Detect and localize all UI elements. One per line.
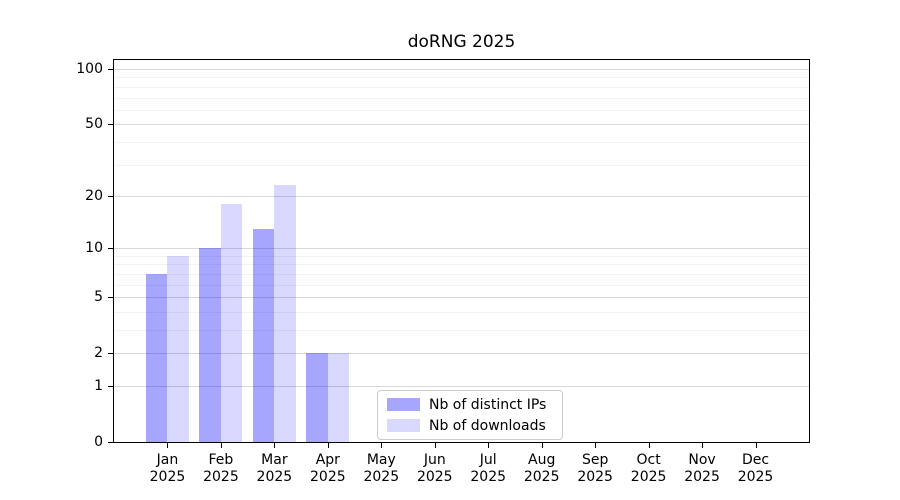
bar-feb-downloads — [220, 204, 243, 442]
y-tick-mark-5 — [108, 297, 113, 299]
x-tick-label-oct: Oct — [636, 452, 661, 468]
x-tick-year-nov: 2025 — [684, 469, 720, 485]
gridline-1 — [114, 385, 809, 387]
gridline-5 — [114, 297, 809, 299]
gridline-minor-60 — [114, 109, 809, 111]
x-tick-year-dec: 2025 — [737, 469, 774, 485]
legend-item-distinct-ips: Nb of distinct IPs — [387, 397, 553, 413]
y-tick-mark-2 — [108, 353, 113, 355]
x-tick-mark-jul — [488, 443, 490, 448]
x-tick-year-may: 2025 — [363, 469, 400, 485]
bar-mar-distinct-ips — [252, 228, 275, 442]
gridline-minor-70 — [114, 97, 809, 99]
gridline-minor-80 — [114, 86, 809, 88]
x-tick-year-jul: 2025 — [470, 469, 507, 485]
x-tick-label-jul: Jul — [479, 452, 497, 468]
x-tick-mark-sep — [595, 443, 597, 448]
x-tick-mark-may — [381, 443, 383, 448]
y-tick-label-100: 100 — [76, 61, 103, 78]
x-tick-label-apr: Apr — [315, 452, 340, 468]
x-tick-label-mar: Mar — [261, 452, 288, 468]
bar-jan-downloads — [167, 255, 189, 442]
legend-item-downloads: Nb of downloads — [387, 418, 553, 434]
chart-title: doRNG 2025 — [407, 32, 516, 52]
x-tick-label-nov: Nov — [688, 452, 716, 468]
gridline-minor-8 — [114, 264, 809, 266]
x-tick-mark-mar — [274, 443, 276, 448]
x-tick-label-jan: Jan — [156, 452, 179, 468]
y-tick-mark-20 — [108, 195, 113, 197]
gridline-20 — [114, 195, 809, 197]
x-tick-year-mar: 2025 — [256, 469, 293, 485]
bar-feb-distinct-ips — [199, 248, 221, 442]
x-tick-year-feb: 2025 — [203, 469, 239, 485]
bar-jan-distinct-ips — [145, 273, 168, 442]
x-tick-year-aug: 2025 — [523, 469, 560, 485]
y-tick-mark-10 — [108, 248, 113, 250]
gridline-minor-6 — [114, 284, 809, 286]
x-tick-year-apr: 2025 — [310, 469, 346, 485]
x-tick-label-aug: Aug — [528, 452, 556, 468]
gridline-minor-3 — [114, 329, 809, 331]
plot-area: Nb of distinct IPs Nb of downloads — [113, 59, 810, 443]
legend-label-downloads: Nb of downloads — [429, 417, 546, 434]
gridline-10 — [114, 248, 809, 250]
gridline-100 — [114, 69, 809, 71]
x-tick-year-sep: 2025 — [577, 469, 613, 485]
y-tick-label-5: 5 — [94, 289, 103, 306]
x-tick-label-jun: Jun — [423, 452, 446, 468]
bar-apr-distinct-ips — [306, 353, 328, 442]
x-tick-mark-aug — [541, 443, 543, 448]
gridline-50 — [114, 124, 809, 126]
x-tick-mark-jan — [167, 443, 169, 448]
y-tick-mark-100 — [108, 69, 113, 71]
legend-swatch-downloads — [387, 419, 420, 432]
gridline-2 — [114, 353, 809, 355]
y-tick-label-1: 1 — [94, 377, 103, 394]
bar-apr-downloads — [327, 353, 350, 442]
y-tick-mark-50 — [108, 124, 113, 126]
legend-label-distinct-ips: Nb of distinct IPs — [429, 396, 547, 413]
x-tick-label-feb: Feb — [208, 452, 234, 468]
x-tick-year-jan: 2025 — [149, 469, 186, 485]
y-tick-label-50: 50 — [85, 116, 103, 133]
x-tick-label-may: May — [366, 452, 396, 468]
x-tick-mark-jun — [434, 443, 436, 448]
x-tick-year-jun: 2025 — [416, 469, 453, 485]
y-tick-mark-0 — [108, 442, 113, 443]
y-tick-label-20: 20 — [85, 187, 103, 204]
gridline-minor-90 — [114, 77, 809, 79]
gridline-minor-4 — [114, 311, 809, 313]
gridline-minor-30 — [114, 164, 809, 166]
y-tick-mark-1 — [108, 385, 113, 387]
gridline-minor-40 — [114, 141, 809, 143]
x-tick-label-sep: Sep — [581, 452, 609, 468]
x-tick-mark-apr — [327, 443, 329, 448]
y-tick-label-10: 10 — [85, 240, 103, 257]
x-tick-mark-feb — [220, 443, 222, 448]
x-tick-mark-oct — [648, 443, 650, 448]
x-tick-year-oct: 2025 — [630, 469, 667, 485]
y-tick-label-0: 0 — [94, 434, 103, 450]
bar-mar-downloads — [274, 185, 296, 442]
gridline-minor-7 — [114, 273, 809, 275]
x-tick-mark-dec — [755, 443, 757, 448]
x-tick-label-dec: Dec — [741, 452, 770, 468]
x-tick-mark-nov — [702, 443, 704, 448]
y-tick-label-2: 2 — [94, 345, 103, 362]
gridline-minor-9 — [114, 255, 809, 257]
legend: Nb of distinct IPs Nb of downloads — [377, 390, 563, 440]
legend-swatch-distinct-ips — [387, 398, 420, 411]
